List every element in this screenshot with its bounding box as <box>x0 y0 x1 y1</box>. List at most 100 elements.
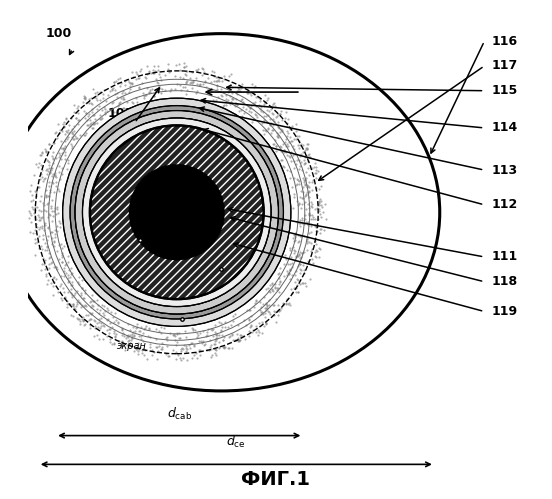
Point <box>79 107 88 115</box>
Point <box>72 114 81 122</box>
Point <box>44 276 52 284</box>
Point <box>244 107 253 115</box>
Point <box>145 324 153 332</box>
Point <box>159 324 168 332</box>
Point <box>145 87 153 95</box>
Point <box>72 302 81 310</box>
Point <box>279 162 288 170</box>
Point <box>298 141 307 149</box>
Point <box>220 343 229 351</box>
Point <box>299 148 307 156</box>
Point <box>80 94 89 102</box>
Point <box>105 325 114 333</box>
Point <box>75 299 84 307</box>
Point <box>50 238 59 246</box>
Point <box>44 210 53 218</box>
Point <box>291 236 300 244</box>
Point <box>284 260 293 268</box>
Point <box>110 90 119 98</box>
Point <box>202 83 211 91</box>
Point <box>61 137 70 145</box>
Point <box>306 222 315 230</box>
Point <box>295 260 304 268</box>
Point <box>214 343 223 351</box>
Point <box>65 277 73 285</box>
Point <box>182 71 190 79</box>
Point <box>304 234 313 242</box>
Point <box>51 172 60 180</box>
Point <box>33 223 41 231</box>
Point <box>52 203 61 211</box>
Point <box>261 91 269 99</box>
Point <box>290 284 299 292</box>
Point <box>47 257 56 265</box>
Point <box>57 164 66 172</box>
Point <box>199 327 208 335</box>
Point <box>195 351 204 359</box>
Point <box>57 295 66 303</box>
Point <box>295 156 304 164</box>
Point <box>228 89 237 97</box>
Point <box>54 241 63 249</box>
Point <box>203 86 211 94</box>
Point <box>249 82 258 90</box>
Point <box>107 99 116 107</box>
Point <box>239 332 248 340</box>
Point <box>233 321 242 329</box>
Point <box>300 181 309 189</box>
Point <box>169 330 178 338</box>
Point <box>147 69 156 77</box>
Point <box>283 271 291 279</box>
Point <box>289 174 298 182</box>
Point <box>262 96 271 104</box>
Point <box>43 280 51 288</box>
Point <box>232 330 241 338</box>
Point <box>119 95 128 103</box>
Point <box>104 91 113 99</box>
Point <box>141 346 150 354</box>
Point <box>154 347 163 355</box>
Point <box>94 315 103 323</box>
Point <box>75 315 84 323</box>
Point <box>245 332 253 340</box>
Point <box>250 115 259 123</box>
Point <box>91 324 99 332</box>
Point <box>129 328 137 336</box>
Point <box>278 299 287 307</box>
Point <box>293 276 302 284</box>
Point <box>227 95 236 103</box>
Point <box>93 105 102 113</box>
Point <box>65 266 73 274</box>
Point <box>90 316 99 324</box>
Point <box>292 135 301 143</box>
Point <box>282 299 291 307</box>
Point <box>38 149 47 157</box>
Point <box>81 301 89 309</box>
Point <box>220 318 229 326</box>
Point <box>150 69 159 77</box>
Point <box>193 79 202 87</box>
Point <box>275 307 284 315</box>
Point <box>137 65 146 73</box>
Point <box>54 210 62 218</box>
Point <box>286 137 295 145</box>
Point <box>124 76 132 84</box>
Point <box>78 294 87 302</box>
Point <box>30 227 39 235</box>
Point <box>242 89 251 97</box>
Point <box>197 337 205 345</box>
Point <box>47 207 56 215</box>
Point <box>260 130 269 138</box>
Point <box>295 265 304 273</box>
Point <box>242 321 251 329</box>
Point <box>71 114 80 122</box>
Point <box>181 70 189 78</box>
Point <box>171 85 179 93</box>
Point <box>108 104 116 112</box>
Point <box>283 122 292 130</box>
Point <box>225 100 234 108</box>
Point <box>92 91 101 99</box>
Point <box>223 344 232 352</box>
Point <box>47 234 56 242</box>
Point <box>308 254 317 262</box>
